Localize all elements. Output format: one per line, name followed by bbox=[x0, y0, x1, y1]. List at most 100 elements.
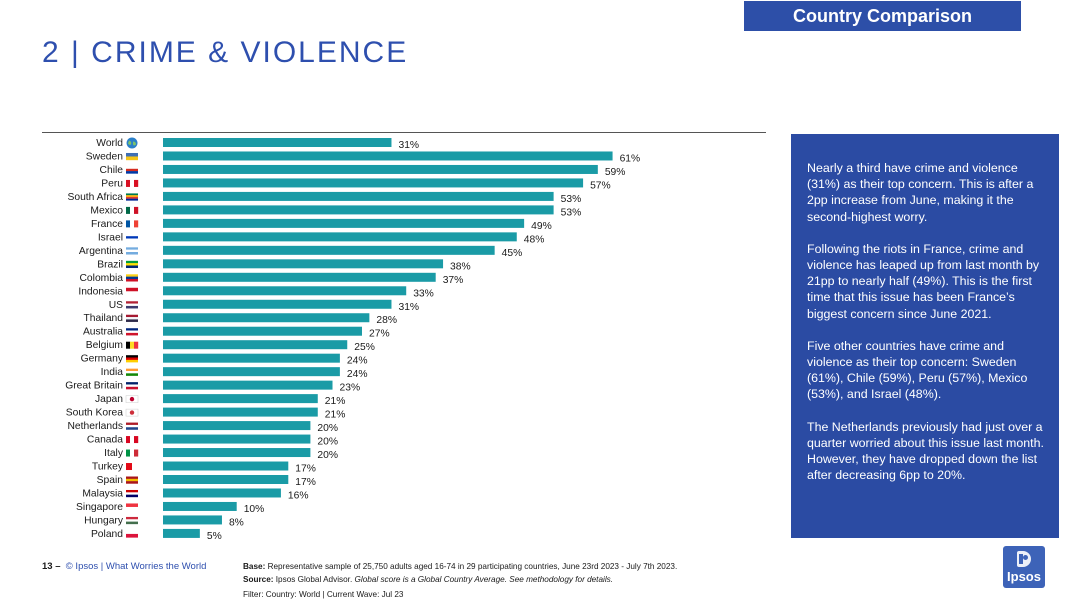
value-label-brazil: 38% bbox=[450, 261, 471, 272]
france-flag-icon bbox=[126, 220, 139, 228]
commentary-paragraph-2: Following the riots in France, crime and… bbox=[807, 241, 1040, 321]
globe-icon-sphere bbox=[126, 137, 138, 149]
us-flag-stripe bbox=[126, 301, 138, 304]
ipsos-logo-mark-dot bbox=[1023, 555, 1028, 560]
argentina-flag-stripe bbox=[126, 247, 138, 250]
australia-flag-stripe bbox=[126, 330, 138, 334]
thailand-flag-stripe bbox=[126, 319, 138, 322]
spain-flag-icon bbox=[126, 476, 138, 484]
netherlands-flag-stripe bbox=[126, 424, 138, 428]
bar-italy bbox=[163, 448, 311, 458]
colombia-flag-stripe bbox=[126, 278, 138, 282]
category-label-belgium: Belgium bbox=[86, 340, 123, 351]
value-label-colombia: 37% bbox=[443, 275, 464, 286]
bar-poland bbox=[163, 528, 200, 538]
bar-chile bbox=[163, 164, 598, 174]
chile-flag-stripe bbox=[126, 168, 138, 172]
peru-flag-stripe bbox=[134, 179, 139, 187]
india-flag-stripe bbox=[126, 370, 138, 374]
bar-south-africa bbox=[163, 191, 554, 201]
south-africa-flag-stripe bbox=[126, 196, 138, 199]
bar-us bbox=[163, 299, 392, 309]
netherlands-flag-stripe bbox=[126, 422, 138, 426]
indonesia-flag-stripe bbox=[126, 287, 138, 292]
germany-flag-stripe bbox=[126, 357, 138, 361]
brazil-flag-stripe bbox=[126, 265, 138, 269]
brazil-flag-stripe bbox=[126, 263, 138, 266]
canada-flag-stripe bbox=[126, 436, 131, 444]
value-label-india: 24% bbox=[347, 369, 368, 380]
south-africa-flag-icon bbox=[126, 193, 138, 201]
indonesia-flag-icon bbox=[126, 287, 138, 295]
canada-flag-stripe bbox=[130, 436, 135, 444]
category-label-italy: Italy bbox=[104, 448, 124, 459]
value-label-malaysia: 16% bbox=[288, 490, 309, 501]
bar-malaysia bbox=[163, 488, 281, 498]
germany-flag-icon bbox=[126, 355, 138, 363]
japan-flag-disc bbox=[129, 396, 135, 402]
value-label-indonesia: 33% bbox=[413, 288, 434, 299]
value-label-france: 49% bbox=[531, 221, 552, 232]
bar-france bbox=[163, 218, 525, 228]
bar-japan bbox=[163, 394, 318, 404]
malaysia-flag-stripe bbox=[126, 494, 138, 498]
great-britain-flag-stripe bbox=[126, 386, 138, 390]
hungary-flag-stripe bbox=[126, 516, 138, 520]
turkey-flag-stripe bbox=[126, 463, 133, 471]
france-flag-stripe bbox=[134, 220, 139, 228]
thailand-flag-icon bbox=[126, 314, 138, 322]
bar-turkey bbox=[163, 461, 289, 471]
bar-australia bbox=[163, 326, 362, 336]
source-label: Source: bbox=[243, 574, 274, 584]
chart-top-rule bbox=[42, 132, 766, 133]
canada-flag-stripe bbox=[134, 436, 139, 444]
category-label-singapore: Singapore bbox=[76, 502, 123, 513]
ipsos-logo-mark-stem bbox=[1019, 554, 1023, 564]
israel-flag-stripe bbox=[126, 236, 138, 239]
footer-left: 13 – © Ipsos | What Worries the World bbox=[42, 561, 206, 572]
india-flag-icon bbox=[126, 368, 138, 376]
value-label-hungary: 8% bbox=[229, 517, 244, 528]
value-label-australia: 27% bbox=[369, 329, 390, 340]
netherlands-flag-stripe bbox=[126, 427, 138, 430]
bar-netherlands bbox=[163, 421, 311, 431]
turkey-flag-stripe bbox=[132, 463, 139, 471]
filter-note: Filter: Country: World | Current Wave: J… bbox=[243, 590, 404, 599]
base-label: Base: bbox=[243, 562, 266, 571]
belgium-flag-stripe bbox=[130, 341, 135, 349]
value-label-singapore: 10% bbox=[244, 504, 265, 515]
value-label-belgium: 25% bbox=[354, 342, 375, 353]
ipsos-logo-text: Ipsos bbox=[1007, 569, 1041, 584]
canada-flag-icon bbox=[126, 436, 139, 444]
belgium-flag-stripe bbox=[126, 341, 131, 349]
south-africa-flag-stripe bbox=[126, 195, 138, 198]
spain-flag-stripe bbox=[126, 476, 138, 480]
category-label-poland: Poland bbox=[91, 529, 123, 540]
malaysia-flag-stripe bbox=[126, 489, 138, 493]
source-text-italic: Global score is a Global Country Average… bbox=[354, 574, 614, 584]
bar-argentina bbox=[163, 245, 495, 255]
value-label-italy: 20% bbox=[317, 450, 338, 461]
category-label-brazil: Brazil bbox=[97, 259, 123, 270]
israel-flag-stripe bbox=[126, 233, 138, 237]
value-label-poland: 5% bbox=[207, 531, 222, 542]
indonesia-flag-stripe bbox=[126, 291, 138, 295]
page-number: 13 bbox=[42, 561, 53, 572]
chile-flag-stripe bbox=[126, 171, 138, 174]
spain-flag-stripe bbox=[126, 481, 138, 484]
bar-belgium bbox=[163, 340, 348, 350]
category-label-malaysia: Malaysia bbox=[82, 488, 123, 499]
brazil-flag-icon bbox=[126, 260, 138, 269]
peru-flag-icon bbox=[126, 179, 139, 187]
turkey-flag-icon bbox=[126, 463, 139, 471]
bar-singapore bbox=[163, 501, 237, 511]
thailand-flag-stripe bbox=[126, 314, 138, 318]
france-flag-stripe bbox=[130, 220, 135, 228]
bar-hungary bbox=[163, 515, 222, 525]
value-label-peru: 57% bbox=[590, 180, 611, 191]
bar-great-britain bbox=[163, 380, 333, 390]
category-label-canada: Canada bbox=[87, 435, 123, 446]
value-label-israel: 48% bbox=[524, 234, 545, 245]
source-note: Source: Ipsos Global Advisor. Global sco… bbox=[243, 574, 677, 587]
value-label-south-korea: 21% bbox=[325, 410, 346, 421]
